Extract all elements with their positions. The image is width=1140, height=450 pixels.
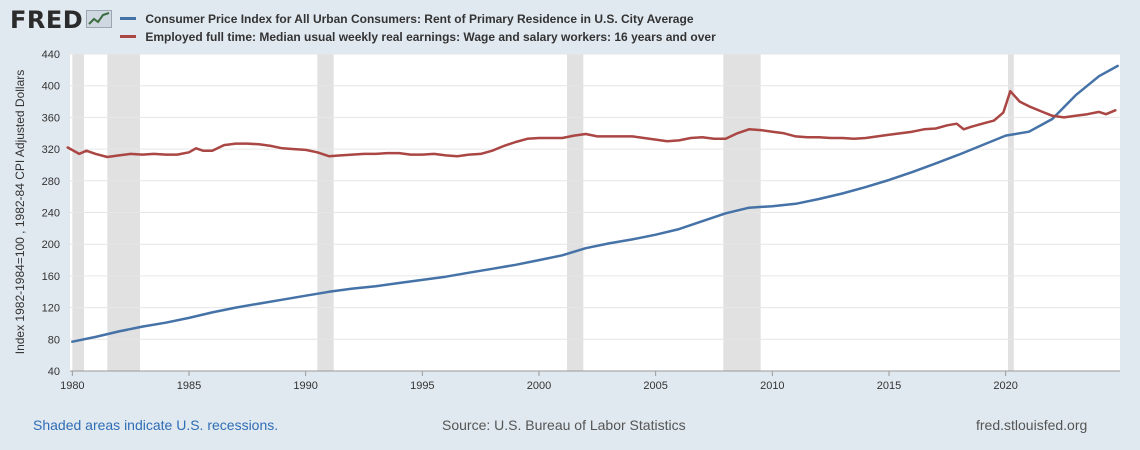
recessions-note-link[interactable]: Shaded areas indicate U.S. recessions. bbox=[33, 417, 279, 433]
legend-item-rent-cpi[interactable]: Consumer Price Index for All Urban Consu… bbox=[120, 12, 694, 28]
weekly-earnings-line[interactable] bbox=[66, 89, 1117, 159]
legend-swatch-rent-cpi bbox=[120, 17, 136, 21]
y-tick-label-160: 160 bbox=[42, 271, 60, 283]
x-axis-ticks: 1980 1985 1990 1995 2000 2005 2010 2015 2020 bbox=[60, 370, 1120, 392]
y-tick-label-80: 80 bbox=[48, 334, 60, 346]
x-tick-label-2010: 2010 bbox=[760, 380, 784, 392]
legend-label-rent-cpi: Consumer Price Index for All Urban Consu… bbox=[145, 12, 694, 26]
y-axis-label: Index 1982-1984=100 , 1982-84 CPI Adjust… bbox=[13, 70, 27, 355]
legend-label-weekly-earnings: Employed full time: Median usual weekly … bbox=[145, 30, 716, 44]
fred-logo-text: FRED bbox=[10, 6, 84, 34]
x-tick-label-2005: 2005 bbox=[643, 380, 667, 392]
legend-item-weekly-earnings[interactable]: Employed full time: Median usual weekly … bbox=[120, 30, 716, 46]
y-tick-label-240: 240 bbox=[42, 208, 60, 220]
x-tick-label-1995: 1995 bbox=[410, 380, 434, 392]
line-chart: 40 80 120 160 200 240 280 320 360 400 440 1980 1985… bbox=[13, 49, 1120, 392]
y-tick-label-440: 440 bbox=[42, 49, 60, 61]
y-tick-label-280: 280 bbox=[42, 176, 60, 188]
y-tick-label-360: 360 bbox=[42, 112, 60, 124]
line-chart-icon bbox=[86, 10, 112, 28]
series-lines bbox=[66, 64, 1119, 343]
rent-cpi-line[interactable] bbox=[71, 64, 1119, 343]
site-link[interactable]: fred.stlouisfed.org bbox=[976, 417, 1088, 433]
y-tick-label-320: 320 bbox=[42, 144, 60, 156]
y-tick-label-40: 40 bbox=[48, 366, 60, 378]
legend-swatch-weekly-earnings bbox=[120, 35, 136, 39]
x-tick-label-1990: 1990 bbox=[293, 380, 317, 392]
y-tick-label-200: 200 bbox=[42, 239, 60, 251]
x-tick-label-1985: 1985 bbox=[177, 380, 201, 392]
x-tick-label-2000: 2000 bbox=[527, 380, 551, 392]
y-tick-label-120: 120 bbox=[42, 303, 60, 315]
y-axis-ticks: 40 80 120 160 200 240 280 320 360 400 440 bbox=[42, 49, 60, 378]
y-tick-label-400: 400 bbox=[42, 81, 60, 93]
source-text: Source: U.S. Bureau of Labor Statistics bbox=[442, 417, 686, 433]
x-tick-label-2020: 2020 bbox=[993, 380, 1017, 392]
x-tick-label-2015: 2015 bbox=[877, 380, 901, 392]
x-tick-label-1980: 1980 bbox=[60, 380, 84, 392]
